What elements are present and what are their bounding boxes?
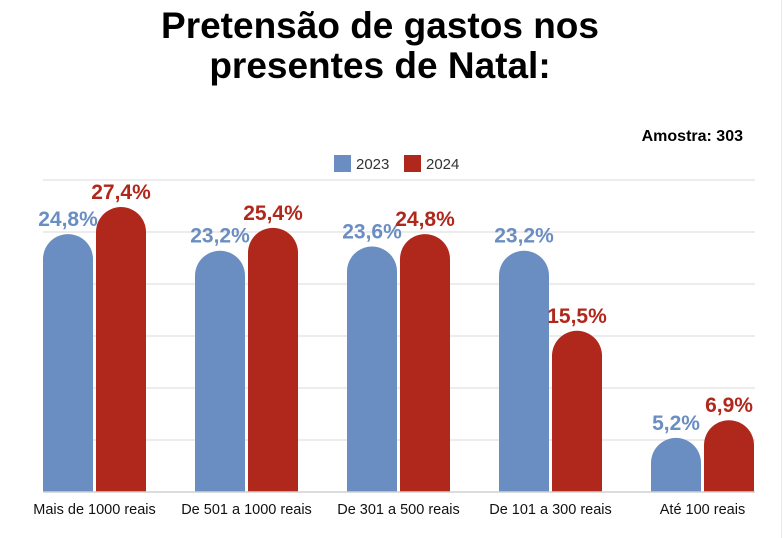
data-label-2023: 23,2%: [494, 225, 554, 248]
x-tick-label: De 301 a 500 reais: [337, 502, 460, 518]
data-label-2024: 6,9%: [705, 394, 753, 417]
x-tick-label: Mais de 1000 reais: [33, 502, 156, 518]
sample-size-label: Amostra: 303: [641, 128, 743, 145]
data-label-2024: 27,4%: [91, 181, 151, 204]
bar-2023: [195, 250, 245, 492]
bar-2023: [347, 246, 397, 492]
bar-2024: [552, 330, 602, 492]
bar-2024: [96, 207, 146, 493]
legend-label-2024: 2024: [426, 156, 459, 173]
bar-2024: [704, 420, 754, 492]
data-label-2023: 23,2%: [190, 225, 250, 248]
right-edge-divider: [781, 0, 782, 538]
data-label-2024: 15,5%: [547, 305, 607, 328]
data-label-2024: 24,8%: [395, 208, 455, 231]
bar-2024: [400, 234, 450, 492]
chart-title-line-1: Pretensão de gastos nos: [161, 5, 599, 46]
data-label-2024: 25,4%: [243, 202, 303, 225]
bar-2023: [499, 250, 549, 492]
bar-2023: [43, 234, 93, 492]
legend-swatch-2023: [334, 155, 351, 172]
x-tick-label: De 501 a 1000 reais: [181, 502, 312, 518]
legend-label-2023: 2023: [356, 156, 389, 173]
chart-title-line-2: presentes de Natal:: [209, 45, 551, 86]
data-label-2023: 23,6%: [342, 221, 402, 244]
bar-2024: [248, 227, 298, 492]
data-label-2023: 24,8%: [38, 208, 98, 231]
x-tick-label: De 101 a 300 reais: [489, 502, 612, 518]
legend-swatch-2024: [404, 155, 421, 172]
x-tick-label: Até 100 reais: [660, 502, 745, 518]
data-label-2023: 5,2%: [652, 412, 700, 435]
bar-2023: [651, 437, 701, 492]
chart-title: Pretensão de gastos nos presentes de Nat…: [0, 6, 760, 86]
